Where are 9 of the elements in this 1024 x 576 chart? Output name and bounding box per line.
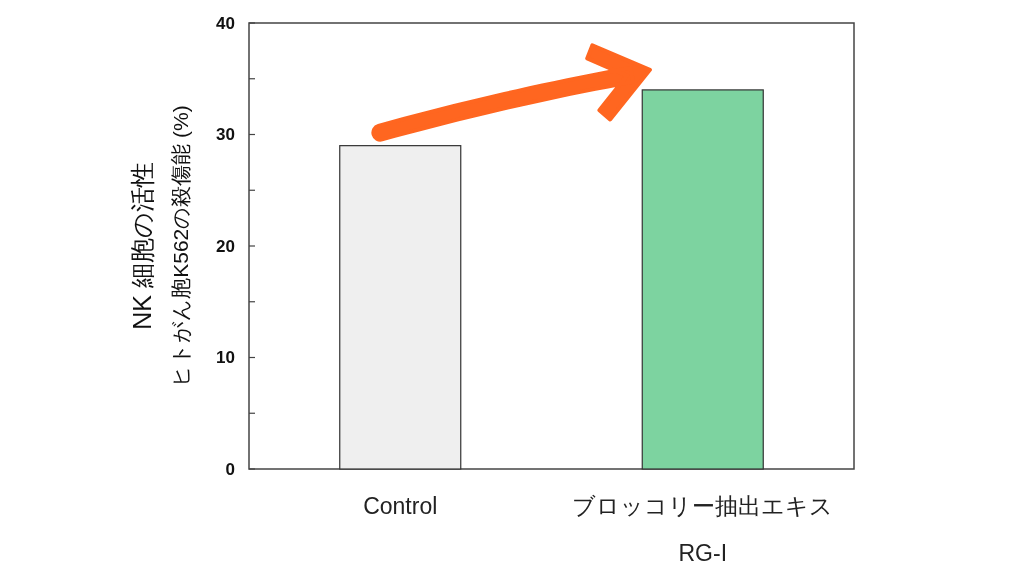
ytick-label: 20: [216, 236, 235, 256]
ytick-label: 10: [216, 348, 235, 367]
ylabel: NK 細胞の活性: [128, 162, 156, 330]
ytick-label: 30: [216, 125, 235, 144]
annotation: ヒトがん胞K562の殺傷能 (%): [168, 105, 192, 387]
ytick-label: 0: [225, 459, 235, 479]
ytick-label: 40: [216, 13, 235, 33]
xtick-label: ブロッコリー抽出エキス RG-I: [572, 493, 834, 566]
xtick-label: Control: [363, 493, 438, 519]
